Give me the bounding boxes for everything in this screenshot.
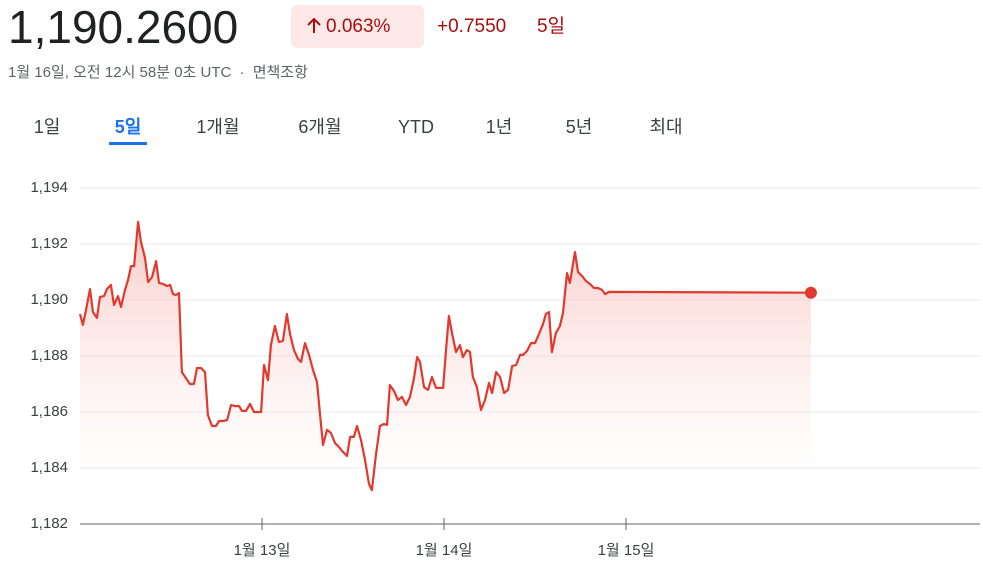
y-tick-label: 1,186 xyxy=(30,403,68,420)
tab[interactable]: 최대 xyxy=(649,117,682,137)
tab[interactable]: 6개월 xyxy=(298,117,341,137)
price-line xyxy=(78,220,811,492)
y-tick-label: 1,188 xyxy=(30,347,68,364)
timestamp-text: 1월 16일, 오전 12시 58분 0초 UTC xyxy=(8,64,232,81)
tab[interactable]: YTD xyxy=(398,117,434,137)
area-fill xyxy=(80,221,811,491)
tab-underline xyxy=(109,142,147,145)
separator: · xyxy=(240,64,245,81)
y-tick-label: 1,184 xyxy=(30,459,68,476)
change: +0.7550 xyxy=(437,16,506,37)
last-point xyxy=(804,286,817,299)
up-arrow xyxy=(307,17,321,33)
x-tick-label: 1월 14일 xyxy=(416,542,473,559)
timestamp: 1월 16일, 오전 12시 58분 0초 UTC · 면책조항 xyxy=(8,64,308,81)
price: 1,190.2600 xyxy=(8,1,238,53)
y-tick-label: 1,192 xyxy=(30,235,68,252)
tab[interactable]: 5년 xyxy=(566,117,593,137)
tab[interactable]: 1일 xyxy=(34,117,61,137)
y-tick-label: 1,182 xyxy=(30,515,68,532)
period: 5일 xyxy=(537,15,565,37)
change-badge xyxy=(291,5,424,48)
y-tick-label: 1,190 xyxy=(30,291,68,308)
tab[interactable]: 5일 xyxy=(115,117,142,137)
x-tick-label: 1월 15일 xyxy=(598,542,655,559)
x-tick-label: 1월 13일 xyxy=(234,542,291,559)
change-pct: 0.063% xyxy=(326,16,391,37)
disclaimer[interactable]: 면책조항 xyxy=(253,64,308,81)
tab[interactable]: 1개월 xyxy=(196,117,239,137)
y-tick-label: 1,194 xyxy=(30,179,68,196)
tab[interactable]: 1년 xyxy=(486,117,513,137)
